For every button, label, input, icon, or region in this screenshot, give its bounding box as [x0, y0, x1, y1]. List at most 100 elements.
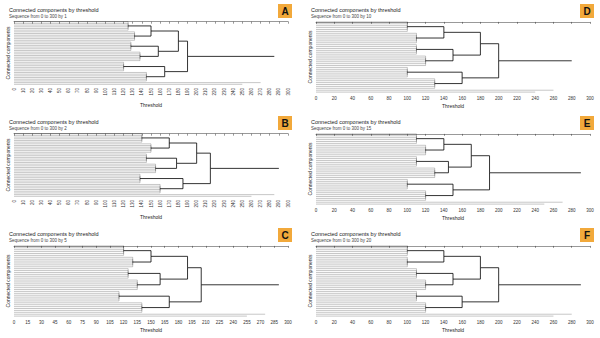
svg-text:240: 240: [229, 320, 237, 325]
svg-text:40: 40: [350, 96, 356, 101]
svg-text:30: 30: [39, 200, 44, 206]
svg-text:120: 120: [422, 96, 430, 101]
svg-text:270: 270: [257, 320, 265, 325]
svg-text:60: 60: [368, 320, 374, 325]
svg-text:Threshold: Threshold: [140, 102, 162, 108]
svg-text:240: 240: [231, 200, 236, 208]
svg-text:15: 15: [25, 320, 31, 325]
svg-text:200: 200: [495, 208, 503, 213]
svg-text:0: 0: [12, 88, 17, 91]
svg-text:180: 180: [176, 88, 181, 96]
svg-text:300: 300: [586, 320, 594, 325]
svg-text:200: 200: [194, 88, 199, 96]
svg-text:10: 10: [21, 200, 26, 206]
svg-text:300: 300: [284, 320, 292, 325]
svg-text:195: 195: [188, 320, 196, 325]
svg-text:0: 0: [315, 96, 318, 101]
svg-text:290: 290: [276, 200, 281, 208]
svg-text:180: 180: [477, 96, 485, 101]
svg-text:300: 300: [286, 88, 291, 96]
svg-text:C: C: [281, 230, 288, 241]
svg-text:160: 160: [158, 200, 163, 208]
svg-text:10: 10: [21, 88, 26, 94]
svg-text:260: 260: [550, 96, 558, 101]
svg-text:140: 140: [139, 200, 144, 208]
svg-text:60: 60: [368, 96, 374, 101]
svg-text:0: 0: [315, 320, 318, 325]
svg-text:80: 80: [387, 320, 393, 325]
svg-text:270: 270: [258, 200, 263, 208]
svg-text:Sequence from 0 to 300 by 2: Sequence from 0 to 300 by 2: [9, 126, 67, 131]
svg-text:135: 135: [134, 320, 142, 325]
svg-text:Connected components: Connected components: [307, 142, 313, 195]
svg-text:280: 280: [568, 320, 576, 325]
svg-text:300: 300: [586, 96, 594, 101]
svg-text:20: 20: [332, 320, 338, 325]
svg-text:170: 170: [167, 88, 172, 96]
svg-text:240: 240: [531, 320, 539, 325]
svg-text:225: 225: [216, 320, 224, 325]
svg-text:260: 260: [249, 88, 254, 96]
svg-text:190: 190: [185, 88, 190, 96]
svg-text:Connected components by thresh: Connected components by threshold: [311, 119, 401, 125]
svg-text:140: 140: [139, 88, 144, 96]
svg-text:250: 250: [240, 88, 245, 96]
svg-text:Connected components by thresh: Connected components by threshold: [9, 119, 99, 125]
svg-text:120: 120: [121, 88, 126, 96]
svg-text:300: 300: [286, 200, 291, 208]
svg-text:0: 0: [13, 320, 16, 325]
svg-text:40: 40: [350, 208, 356, 213]
svg-text:Connected components by thresh: Connected components by threshold: [9, 7, 99, 13]
svg-text:150: 150: [147, 320, 155, 325]
svg-text:Connected components by thresh: Connected components by threshold: [311, 7, 401, 13]
svg-text:80: 80: [85, 88, 90, 94]
svg-text:60: 60: [368, 208, 374, 213]
svg-text:D: D: [583, 6, 590, 17]
svg-text:120: 120: [121, 200, 126, 208]
svg-text:Threshold: Threshold: [140, 327, 162, 333]
svg-text:285: 285: [271, 320, 279, 325]
svg-text:60: 60: [66, 200, 71, 206]
svg-text:20: 20: [30, 200, 35, 206]
svg-text:80: 80: [387, 96, 393, 101]
svg-text:140: 140: [440, 320, 448, 325]
svg-text:280: 280: [267, 200, 272, 208]
svg-text:130: 130: [130, 88, 135, 96]
svg-text:165: 165: [161, 320, 169, 325]
svg-text:Sequence from 0 to 300 by 15: Sequence from 0 to 300 by 15: [311, 126, 372, 131]
svg-text:180: 180: [477, 208, 485, 213]
svg-text:A: A: [281, 6, 288, 17]
svg-text:50: 50: [57, 88, 62, 94]
svg-text:210: 210: [203, 200, 208, 208]
svg-text:280: 280: [568, 208, 576, 213]
svg-text:255: 255: [243, 320, 251, 325]
svg-text:120: 120: [422, 320, 430, 325]
svg-text:210: 210: [203, 88, 208, 96]
svg-text:Threshold: Threshold: [140, 214, 162, 220]
svg-text:210: 210: [202, 320, 210, 325]
svg-text:220: 220: [212, 200, 217, 208]
svg-text:190: 190: [185, 200, 190, 208]
svg-text:50: 50: [57, 200, 62, 206]
svg-text:180: 180: [175, 320, 183, 325]
svg-text:120: 120: [422, 208, 430, 213]
svg-text:180: 180: [477, 320, 485, 325]
svg-text:150: 150: [149, 200, 154, 208]
svg-text:Sequence from 0 to 300 by 20: Sequence from 0 to 300 by 20: [311, 238, 372, 243]
svg-text:260: 260: [249, 200, 254, 208]
svg-text:200: 200: [495, 320, 503, 325]
svg-text:E: E: [584, 118, 591, 129]
svg-text:220: 220: [513, 208, 521, 213]
svg-text:40: 40: [350, 320, 356, 325]
svg-text:0: 0: [315, 208, 318, 213]
svg-text:Sequence from 0 to 300 by 5: Sequence from 0 to 300 by 5: [9, 238, 67, 243]
svg-text:220: 220: [212, 88, 217, 96]
svg-text:260: 260: [550, 208, 558, 213]
svg-text:Connected components by thresh: Connected components by threshold: [311, 231, 401, 237]
svg-text:90: 90: [94, 88, 99, 94]
svg-text:90: 90: [94, 200, 99, 206]
svg-text:45: 45: [53, 320, 59, 325]
svg-text:Sequence from 0 to 300 by 1: Sequence from 0 to 300 by 1: [9, 14, 67, 19]
svg-text:Threshold: Threshold: [442, 215, 464, 221]
svg-text:120: 120: [120, 320, 128, 325]
